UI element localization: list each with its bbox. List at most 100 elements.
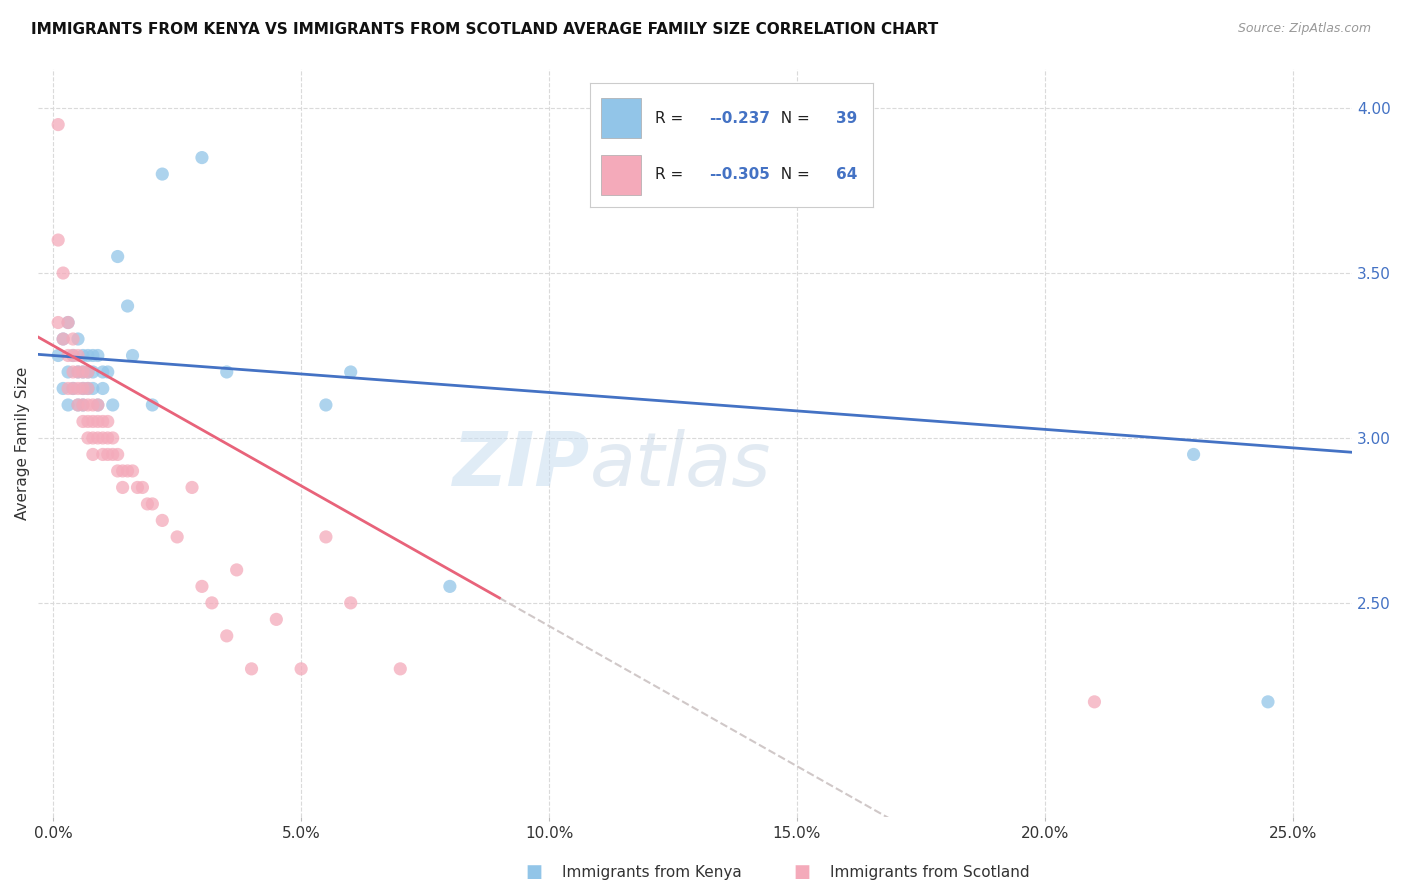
Point <box>82 398 104 412</box>
Point <box>107 447 129 461</box>
Point <box>339 365 361 379</box>
Point <box>127 480 149 494</box>
Point <box>82 365 104 379</box>
Point <box>82 431 104 445</box>
Point <box>240 662 263 676</box>
Text: Immigrants from Scotland: Immigrants from Scotland <box>830 865 1029 880</box>
Text: Source: ZipAtlas.com: Source: ZipAtlas.com <box>1237 22 1371 36</box>
Point <box>66 332 89 346</box>
Point <box>82 414 104 428</box>
Point <box>315 398 337 412</box>
Point <box>56 316 79 330</box>
Point <box>91 447 114 461</box>
Point <box>97 414 120 428</box>
Point <box>46 233 69 247</box>
Point <box>72 365 94 379</box>
Text: IMMIGRANTS FROM KENYA VS IMMIGRANTS FROM SCOTLAND AVERAGE FAMILY SIZE CORRELATIO: IMMIGRANTS FROM KENYA VS IMMIGRANTS FROM… <box>31 22 938 37</box>
Point <box>72 398 94 412</box>
Point <box>215 365 238 379</box>
Point <box>315 530 337 544</box>
Point <box>131 480 153 494</box>
Point <box>62 382 84 396</box>
Point <box>87 398 110 412</box>
Point <box>77 382 100 396</box>
Point <box>191 151 214 165</box>
Point <box>56 365 79 379</box>
Point <box>87 431 110 445</box>
Point <box>77 349 100 363</box>
Point <box>52 332 75 346</box>
Point <box>201 596 224 610</box>
Point <box>266 612 288 626</box>
Point <box>72 365 94 379</box>
Point <box>66 365 89 379</box>
Point <box>1083 695 1105 709</box>
Point <box>91 431 114 445</box>
Point <box>225 563 247 577</box>
Text: atlas: atlas <box>591 429 772 501</box>
Text: ZIP: ZIP <box>453 429 591 502</box>
Point <box>52 382 75 396</box>
Point <box>46 316 69 330</box>
Point <box>77 365 100 379</box>
Point <box>87 414 110 428</box>
Point <box>66 398 89 412</box>
Point <box>439 579 461 593</box>
Point <box>101 431 124 445</box>
Point <box>72 414 94 428</box>
Point <box>66 382 89 396</box>
Point <box>215 629 238 643</box>
Text: ■: ■ <box>526 863 543 881</box>
Y-axis label: Average Family Size: Average Family Size <box>15 367 30 520</box>
Point <box>111 464 134 478</box>
Point <box>72 382 94 396</box>
Point <box>150 167 173 181</box>
Point <box>82 382 104 396</box>
Point <box>62 365 84 379</box>
Point <box>1182 447 1205 461</box>
Point <box>66 365 89 379</box>
Point <box>91 382 114 396</box>
Point <box>46 118 69 132</box>
Point <box>97 447 120 461</box>
Point <box>136 497 159 511</box>
Point <box>77 414 100 428</box>
Point <box>117 464 139 478</box>
Point <box>339 596 361 610</box>
Point <box>141 398 163 412</box>
Point <box>46 349 69 363</box>
Point <box>56 382 79 396</box>
Point <box>66 398 89 412</box>
Point <box>107 464 129 478</box>
Point <box>97 365 120 379</box>
Point <box>56 349 79 363</box>
Point <box>62 349 84 363</box>
Point <box>91 365 114 379</box>
Point <box>52 266 75 280</box>
Point <box>121 349 143 363</box>
Point <box>56 316 79 330</box>
Text: Immigrants from Kenya: Immigrants from Kenya <box>562 865 742 880</box>
Point <box>87 398 110 412</box>
Text: ■: ■ <box>793 863 810 881</box>
Point <box>101 398 124 412</box>
Point <box>111 480 134 494</box>
Point <box>389 662 412 676</box>
Point <box>87 349 110 363</box>
Point <box>77 382 100 396</box>
Point <box>77 431 100 445</box>
Point <box>121 464 143 478</box>
Point <box>82 349 104 363</box>
Point <box>66 349 89 363</box>
Point <box>101 447 124 461</box>
Point <box>72 398 94 412</box>
Point <box>1257 695 1279 709</box>
Point <box>72 382 94 396</box>
Point <box>77 365 100 379</box>
Point <box>56 398 79 412</box>
Point <box>191 579 214 593</box>
Point <box>72 349 94 363</box>
Point <box>52 332 75 346</box>
Point <box>107 250 129 264</box>
Point <box>150 513 173 527</box>
